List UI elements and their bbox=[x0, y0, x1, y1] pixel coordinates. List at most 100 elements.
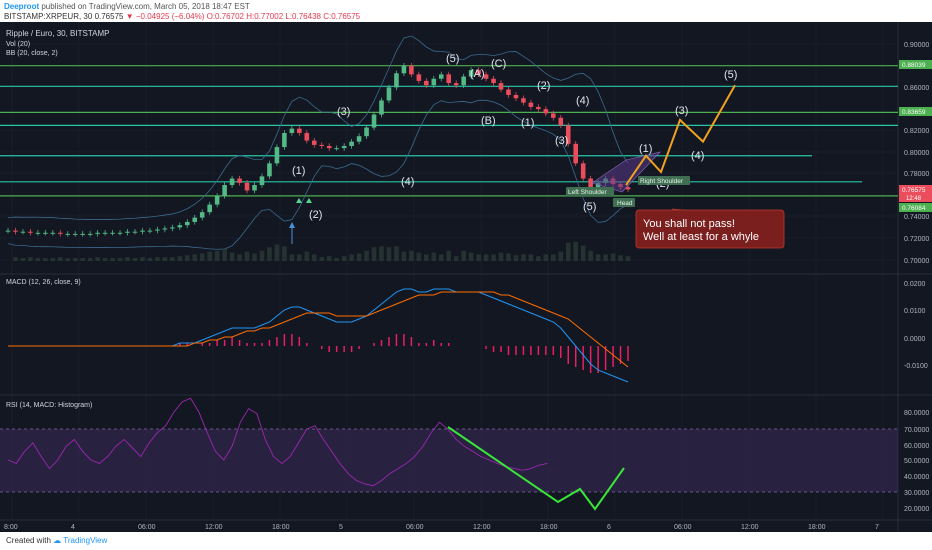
price-change: −0.04925 (−6.04%) bbox=[135, 12, 205, 21]
volume-bar bbox=[506, 253, 511, 261]
candle-body bbox=[87, 233, 93, 235]
volume-bar bbox=[110, 258, 115, 261]
time-tick: 18:00 bbox=[808, 524, 826, 531]
volume-bar bbox=[326, 256, 332, 261]
candle-body bbox=[386, 87, 392, 101]
candle-body bbox=[110, 232, 115, 234]
price-tick: 0.78000 bbox=[904, 171, 929, 178]
macd-pane-title[interactable]: MACD (12, 26, close, 9) bbox=[6, 279, 81, 286]
candle-body bbox=[394, 73, 399, 88]
candle-body bbox=[170, 227, 175, 229]
time-tick: 12:00 bbox=[741, 524, 759, 531]
price-badge-level-high bbox=[899, 60, 932, 69]
rsi-tick: 20.0000 bbox=[904, 506, 929, 513]
volume-bar bbox=[95, 257, 100, 261]
candle-body bbox=[58, 232, 63, 234]
tradingview-logo-icon[interactable]: ☁ bbox=[53, 536, 62, 545]
volume-bar bbox=[267, 247, 272, 261]
volume-bar bbox=[565, 242, 571, 261]
volume-bar bbox=[483, 254, 489, 261]
head-label: Head bbox=[617, 200, 633, 207]
rsi-trend-annotation[interactable] bbox=[447, 426, 625, 511]
volume-bar bbox=[184, 255, 190, 261]
time-tick: 18:00 bbox=[540, 524, 558, 531]
candle-body bbox=[551, 113, 556, 118]
volume-bar bbox=[513, 255, 519, 261]
candle-body bbox=[72, 233, 78, 235]
volume-bar bbox=[595, 254, 601, 261]
candle-body bbox=[311, 140, 317, 145]
volume-bar bbox=[491, 254, 496, 261]
candle-body bbox=[506, 89, 511, 95]
price-tick: 0.74000 bbox=[904, 214, 929, 221]
time-tick: 7 bbox=[875, 524, 879, 531]
candle-body bbox=[319, 144, 325, 146]
tradingview-brand[interactable]: TradingView bbox=[63, 536, 108, 545]
wave-label: (1) bbox=[292, 165, 305, 177]
price-tick: 0.82000 bbox=[904, 128, 929, 135]
ohlc-low: L:0.76438 bbox=[285, 12, 321, 21]
ohlc-high: H:0.77002 bbox=[246, 12, 284, 21]
candle-body bbox=[252, 185, 257, 191]
candle-body bbox=[177, 225, 183, 228]
volume-bar bbox=[72, 258, 78, 261]
candle-body bbox=[491, 78, 496, 84]
author-link[interactable]: Deeproot bbox=[4, 2, 40, 11]
time-tick: 06:00 bbox=[674, 524, 692, 531]
elliott-projection-line[interactable] bbox=[625, 84, 736, 186]
candle-body bbox=[334, 148, 339, 150]
wave-label: (3) bbox=[675, 105, 688, 117]
wave-label: (1) bbox=[639, 143, 652, 155]
volume-bar bbox=[341, 256, 347, 261]
publish-header: Deeproot published on TradingView.com, M… bbox=[0, 0, 932, 22]
head-tag[interactable] bbox=[613, 198, 635, 207]
time-tick: 06:00 bbox=[406, 524, 424, 531]
chart-canvas[interactable]: Ripple / Euro, 30, BITSTAMP Vol (20) BB … bbox=[0, 22, 932, 532]
candle-body bbox=[140, 230, 145, 232]
volume-indicator-label[interactable]: Vol (20) bbox=[6, 41, 30, 48]
volume-bars bbox=[13, 241, 631, 261]
volume-bar bbox=[177, 256, 183, 261]
volume-bar bbox=[50, 258, 56, 261]
callout-box[interactable] bbox=[635, 209, 785, 249]
candle-body bbox=[349, 141, 354, 146]
main-pane-title: Ripple / Euro, 30, BITSTAMP bbox=[6, 29, 109, 38]
rsi-tick: 40.0000 bbox=[904, 474, 929, 481]
volume-bar bbox=[580, 245, 586, 261]
candle-body bbox=[155, 229, 160, 231]
candle-body bbox=[438, 74, 444, 79]
volume-bar bbox=[259, 250, 265, 261]
candle-body bbox=[95, 232, 100, 234]
candle-body bbox=[573, 143, 578, 164]
volume-bar bbox=[401, 251, 407, 261]
candle-body bbox=[401, 65, 407, 74]
bb-indicator-label[interactable]: BB (20, close, 2) bbox=[6, 50, 58, 57]
price-tick: 0.90000 bbox=[904, 42, 929, 49]
candle-body bbox=[565, 125, 571, 144]
wave-label: (5) bbox=[724, 69, 737, 81]
volume-bar bbox=[311, 254, 317, 261]
volume-bar bbox=[132, 258, 138, 261]
price-tick: 0.72000 bbox=[904, 236, 929, 243]
candle-body bbox=[513, 94, 519, 99]
price-badge-text: 0.88039 bbox=[902, 62, 926, 69]
volume-bar bbox=[192, 254, 198, 261]
volume-bar bbox=[140, 257, 145, 261]
candle-body bbox=[222, 185, 227, 196]
right-shoulder-tag[interactable] bbox=[638, 176, 690, 185]
candle-body bbox=[147, 230, 153, 232]
rsi-pane-title[interactable]: RSI (14, MACD: Histogram) bbox=[6, 402, 92, 409]
left-shoulder-tag[interactable] bbox=[566, 187, 614, 196]
time-axis[interactable]: 8:00 4 06:00 12:00 18:00 5 06:00 12:00 18:00 6 06:… bbox=[4, 524, 879, 531]
wave-label: (C) bbox=[491, 58, 506, 70]
volume-bar bbox=[125, 257, 130, 261]
horizontal-levels bbox=[0, 65, 898, 197]
rsi-tick: 80.0000 bbox=[904, 410, 929, 417]
volume-bar bbox=[394, 246, 399, 261]
rsi-axis: 80.0000 70.0000 60.0000 50.0000 40.0000 … bbox=[904, 410, 929, 513]
time-tick: 18:00 bbox=[272, 524, 290, 531]
volume-bar bbox=[58, 257, 63, 261]
volume-bar bbox=[244, 251, 250, 261]
volume-bar bbox=[588, 250, 593, 261]
macd-axis: 0.0200 0.0100 0.0000 -0.0100 bbox=[904, 281, 928, 370]
